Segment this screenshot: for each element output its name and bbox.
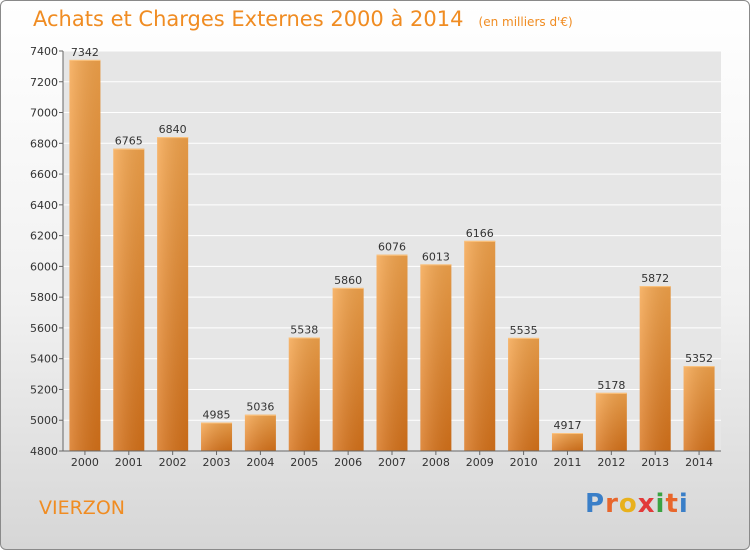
y-tick-label: 6400: [30, 199, 58, 212]
x-tick-label: 2005: [290, 456, 318, 469]
y-tick-label: 5600: [30, 322, 58, 335]
y-tick-label: 6200: [30, 230, 58, 243]
x-tick-label: 2010: [510, 456, 538, 469]
y-tick-label: 4800: [30, 445, 58, 458]
y-tick-label: 5000: [30, 414, 58, 427]
x-tick-label: 2001: [115, 456, 143, 469]
bar-shade: [420, 264, 452, 451]
data-label: 4985: [203, 409, 231, 422]
x-tick-label: 2006: [334, 456, 362, 469]
data-label: 5860: [334, 274, 362, 287]
city-label: VIERZON: [39, 497, 125, 519]
x-tick-label: 2012: [597, 456, 625, 469]
bar-shade: [508, 337, 540, 451]
bar-shade: [595, 392, 627, 451]
x-tick-label: 2013: [641, 456, 669, 469]
bar-shade: [244, 414, 276, 451]
data-label: 6840: [159, 123, 187, 136]
x-tick-label: 2004: [246, 456, 274, 469]
data-label: 5535: [510, 324, 538, 337]
data-label: 5872: [641, 272, 669, 285]
data-label: 7342: [71, 46, 99, 59]
data-label: 6076: [378, 241, 406, 254]
bar-shade: [551, 433, 583, 451]
bar-shade: [376, 254, 408, 451]
y-tick-label: 7400: [30, 45, 58, 58]
x-tick-label: 2008: [422, 456, 450, 469]
x-tick-label: 2009: [466, 456, 494, 469]
data-label: 6765: [115, 135, 143, 148]
chart-subtitle: (en milliers d'€): [478, 15, 573, 29]
y-tick-label: 5200: [30, 383, 58, 396]
x-tick-label: 2011: [553, 456, 581, 469]
y-tick-label: 6000: [30, 260, 58, 273]
x-tick-label: 2014: [685, 456, 713, 469]
data-label: 5036: [246, 401, 274, 414]
x-tick-label: 2007: [378, 456, 406, 469]
bar-shade: [464, 240, 496, 451]
bar-shade: [69, 59, 101, 452]
bar-shade: [639, 286, 671, 451]
proxiti-logo: Proxiti: [585, 489, 689, 519]
y-tick-label: 7200: [30, 76, 58, 89]
chart-title: Achats et Charges Externes 2000 à 2014: [33, 7, 464, 31]
bar-shade: [157, 137, 189, 451]
chart-title-block: Achats et Charges Externes 2000 à 2014 (…: [33, 7, 573, 31]
bar-shade: [332, 287, 364, 451]
y-tick-label: 6800: [30, 137, 58, 150]
data-label: 6013: [422, 250, 450, 263]
data-label: 5178: [597, 379, 625, 392]
y-tick-label: 5400: [30, 353, 58, 366]
bar-shade: [288, 337, 320, 451]
y-tick-label: 5800: [30, 291, 58, 304]
data-label: 4917: [553, 419, 581, 432]
y-tick-label: 6600: [30, 168, 58, 181]
data-label: 5538: [290, 323, 318, 336]
data-label: 5352: [685, 352, 713, 365]
bar-shade: [113, 148, 145, 451]
y-tick-label: 7000: [30, 107, 58, 120]
bar-shade: [683, 366, 715, 451]
x-tick-label: 2000: [71, 456, 99, 469]
data-label: 6166: [466, 227, 494, 240]
x-tick-label: 2003: [203, 456, 231, 469]
bar-shade: [201, 422, 233, 451]
x-tick-label: 2002: [159, 456, 187, 469]
